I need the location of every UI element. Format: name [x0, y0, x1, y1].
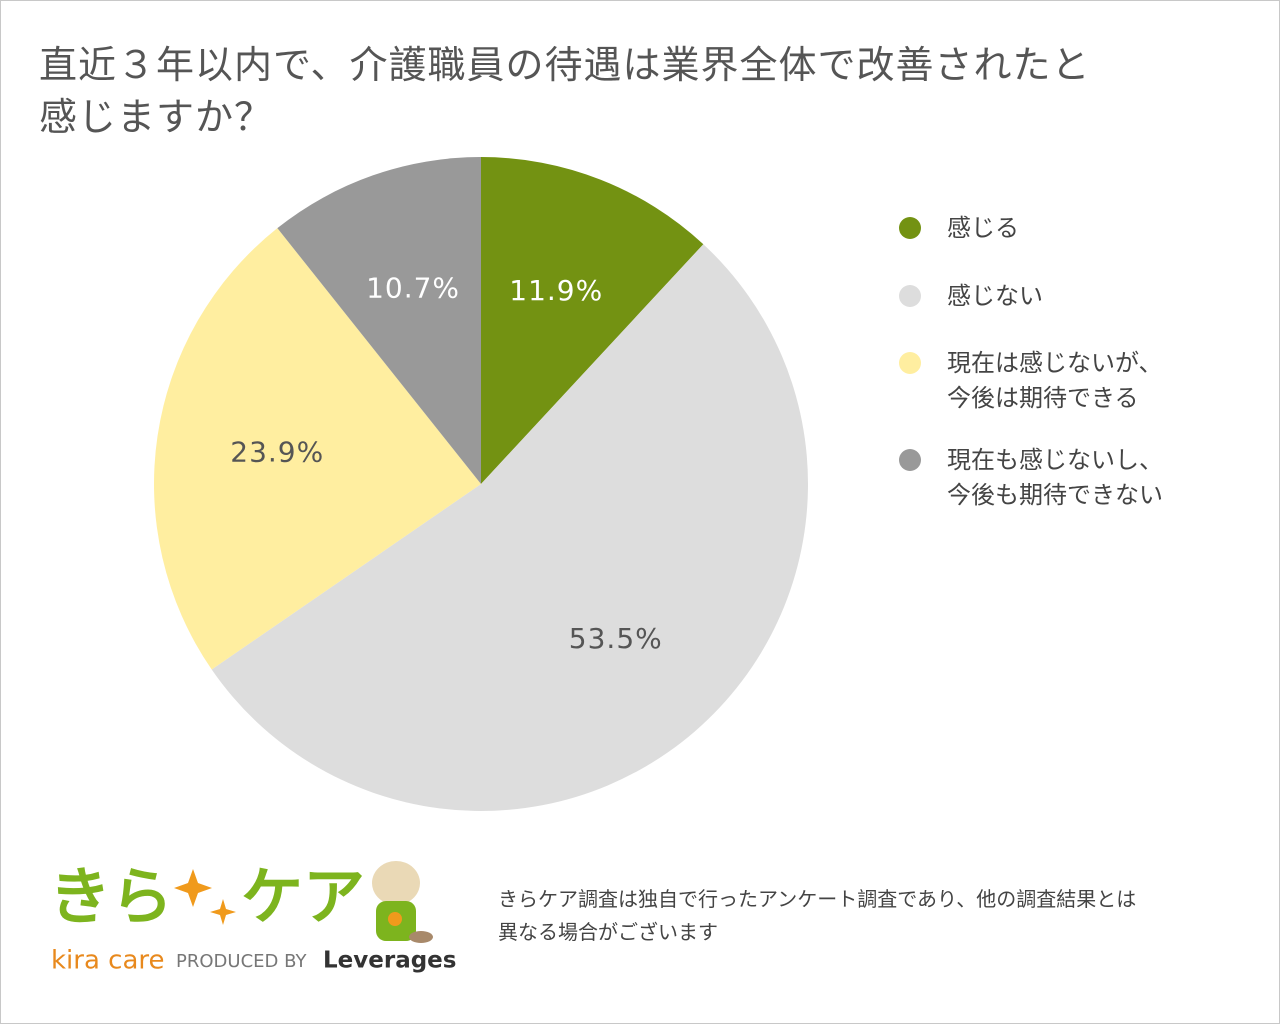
legend-marker [899, 285, 921, 307]
data-label: 23.9% [230, 436, 324, 469]
sparkle [210, 899, 236, 925]
sparkle [174, 869, 212, 907]
logo-text: きら [49, 860, 173, 933]
pie: 11.9% 53.5% 23.9% 10.7% [154, 157, 808, 812]
data-label: 53.5% [569, 622, 663, 655]
legend-label: 現在は感じないが、 今後は期待できる [947, 349, 1163, 412]
chart-title: 直近３年以内で、介護職員の待遇は業界全体で改善されたと 感じますか？ [39, 43, 1091, 139]
mascot-head [372, 861, 420, 905]
pie-slice [154, 228, 482, 670]
pie-slice [211, 244, 808, 812]
company: Leverages [323, 948, 456, 974]
data-label: 11.9% [509, 274, 603, 307]
note: きらケア調査は独自で行ったアンケート調査であり、他の調査結果とは 異なる場合がご… [498, 887, 1137, 944]
logo: きら ケア kira care PRODUCED BY Leverages [49, 860, 456, 975]
legend-marker [899, 449, 921, 471]
brand: kira care [51, 946, 165, 976]
legend-label: 感じない [947, 282, 1043, 310]
legend-label: 現在も感じないし、 今後も期待できない [947, 446, 1163, 509]
data-label: 10.7% [366, 272, 460, 305]
mascot-badge [388, 912, 402, 926]
pie-slice [277, 157, 481, 484]
logo-text: ケア [241, 860, 365, 933]
pie-slice [481, 157, 704, 484]
legend-marker [899, 217, 921, 239]
legend-marker [899, 352, 921, 374]
mascot-tail [409, 931, 433, 943]
produced-by: PRODUCED BY [176, 951, 307, 972]
legend-label: 感じる [947, 214, 1019, 242]
